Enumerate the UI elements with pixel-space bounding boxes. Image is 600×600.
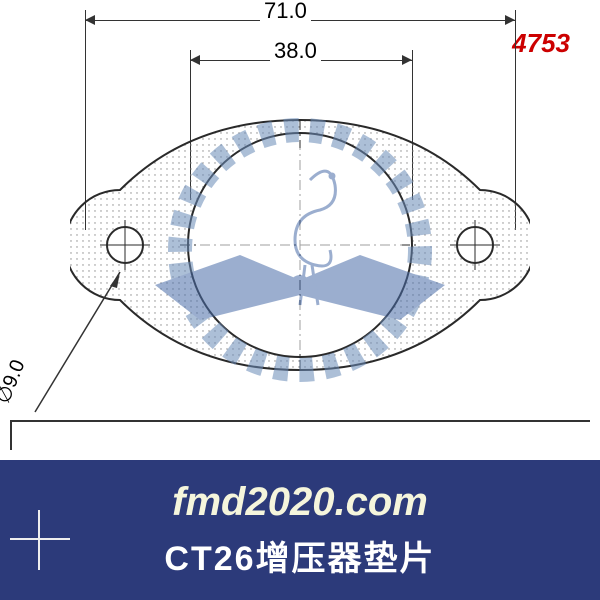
technical-drawing-area: 4753 71.0 38.0	[0, 0, 600, 460]
drawing-frame	[10, 420, 590, 450]
part-code: 4753	[512, 28, 570, 59]
gasket-outline	[70, 90, 530, 390]
dimension-inner: 38.0	[270, 38, 321, 64]
registration-mark	[20, 520, 60, 560]
product-title: CT26增压器垫片	[164, 531, 435, 580]
dimension-outer: 71.0	[260, 0, 311, 24]
leader-line	[20, 272, 125, 417]
product-banner: fmd2020.com CT26增压器垫片	[0, 460, 600, 600]
website-url: fmd2020.com	[172, 480, 428, 525]
